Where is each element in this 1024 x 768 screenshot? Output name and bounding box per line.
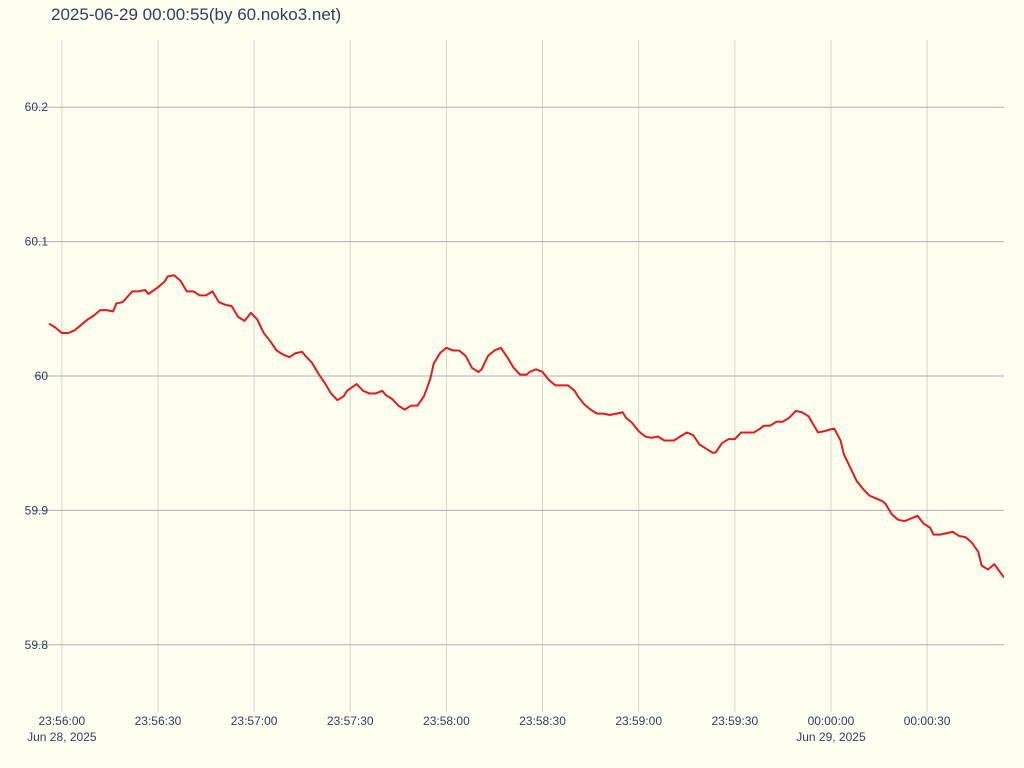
chart-title: 2025-06-29 00:00:55(by 60.noko3.net): [51, 5, 341, 24]
x-tick-label: 00:00:30: [904, 714, 951, 728]
x-tick-label: 23:56:00: [38, 714, 85, 728]
data-line: [48, 274, 1004, 579]
plot-area: [48, 274, 1004, 579]
x-tick-label: 23:58:00: [423, 714, 470, 728]
x-tick-label: 00:00:00: [808, 714, 855, 728]
y-tick-label: 60.2: [25, 100, 49, 114]
y-tick-label: 59.8: [25, 638, 49, 652]
axis-labels: 23:56:00 23:56:30 23:57:00 23:57:30 23:58:00…: [25, 100, 951, 744]
x-tick-label: 23:59:00: [615, 714, 662, 728]
grid: [33, 40, 1004, 712]
x-tick-label: 23:57:30: [327, 714, 374, 728]
x-tick-label: 23:56:30: [135, 714, 182, 728]
y-tick-label: 60: [35, 369, 49, 383]
x-tick-label: 23:58:30: [519, 714, 566, 728]
y-tick-label: 60.1: [25, 235, 49, 249]
x-tick-label: 23:57:00: [231, 714, 278, 728]
x-tick-label: 23:59:30: [711, 714, 758, 728]
y-tick-label: 59.9: [25, 503, 49, 517]
x-date-label: Jun 29, 2025: [796, 730, 866, 744]
x-date-label: Jun 28, 2025: [27, 730, 97, 744]
